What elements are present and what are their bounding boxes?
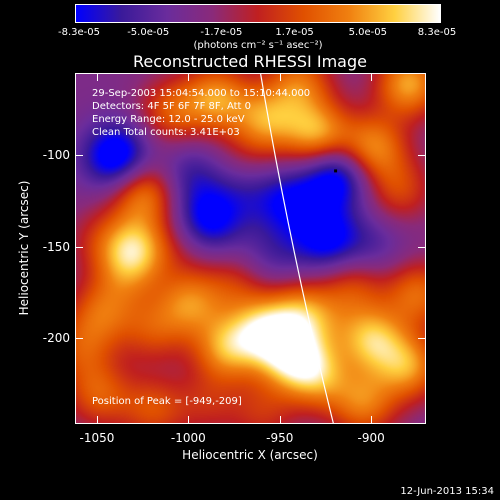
x-tick-mark [279, 416, 281, 424]
colorbar-unit-label: (photons cm⁻² s⁻¹ asec⁻²) [193, 40, 323, 51]
timestamp: 12-Jun-2013 15:34 [400, 486, 494, 497]
x-tick-label-2: -950 [266, 431, 294, 445]
heatmap-image [76, 74, 425, 423]
y-axis-label: Heliocentric Y (arcsec) [17, 180, 31, 316]
colorbar-tick-0: -8.3e-05 [58, 27, 100, 38]
solar-limb-path [260, 74, 334, 423]
y-tick-label-0: -100 [42, 148, 70, 163]
x-tick-mark [96, 416, 98, 424]
info-clean-counts: Clean Total counts: 3.41E+03 [92, 127, 240, 138]
x-tick-mark [188, 416, 190, 424]
info-time-range: 29-Sep-2003 15:04:54.000 to 15:10:44.000 [92, 88, 311, 99]
chart-title: Reconstructed RHESSI Image [133, 52, 367, 71]
x-tick-mark [188, 73, 190, 81]
x-axis-label: Heliocentric X (arcsec) [182, 448, 318, 462]
x-tick-mark [371, 73, 373, 81]
colorbar [75, 4, 441, 23]
y-tick-label-1: -150 [42, 239, 70, 254]
peak-marker [334, 169, 338, 173]
y-tick-mark [75, 246, 83, 248]
y-tick-mark [418, 338, 426, 340]
info-energy-range: Energy Range: 12.0 - 25.0 keV [92, 114, 245, 125]
x-tick-mark [279, 73, 281, 81]
colorbar-tick-2: -1.7e-05 [200, 27, 243, 38]
y-tick-mark [75, 155, 83, 157]
y-tick-label-2: -200 [42, 331, 70, 346]
heatmap-plot-area [75, 73, 426, 424]
x-tick-mark [371, 416, 373, 424]
peak-position-label: Position of Peak = [-949,-209] [92, 396, 242, 407]
y-tick-mark [418, 246, 426, 248]
colorbar-tick-3: 1.7e-05 [275, 27, 314, 38]
colorbar-tick-4: 5.0e-05 [348, 27, 387, 38]
info-detectors: Detectors: 4F 5F 6F 7F 8F, Att 0 [92, 101, 252, 112]
y-tick-mark [75, 338, 83, 340]
colorbar-tick-5: 8.3e-05 [417, 27, 457, 38]
x-tick-label-3: -900 [357, 431, 385, 445]
colorbar-tick-1: -5.0e-05 [127, 27, 170, 38]
solar-limb-line [260, 74, 338, 423]
x-tick-label-1: -1000 [170, 431, 206, 445]
x-tick-label-0: -1050 [79, 431, 115, 445]
x-tick-mark [96, 73, 98, 81]
y-tick-mark [418, 155, 426, 157]
